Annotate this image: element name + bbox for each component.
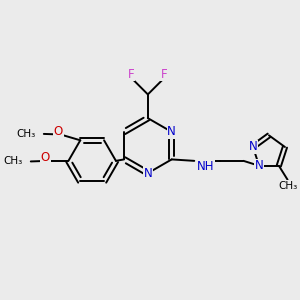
Text: F: F: [161, 68, 168, 81]
Text: CH₃: CH₃: [278, 181, 297, 191]
Text: O: O: [40, 151, 50, 164]
Text: N: N: [249, 140, 257, 154]
Text: N: N: [167, 125, 176, 138]
Text: N: N: [143, 167, 152, 180]
Text: F: F: [128, 68, 135, 81]
Text: O: O: [54, 124, 63, 137]
Text: CH₃: CH₃: [3, 156, 23, 167]
Text: NH: NH: [196, 160, 214, 172]
Text: N: N: [255, 159, 263, 172]
Text: CH₃: CH₃: [16, 129, 36, 139]
